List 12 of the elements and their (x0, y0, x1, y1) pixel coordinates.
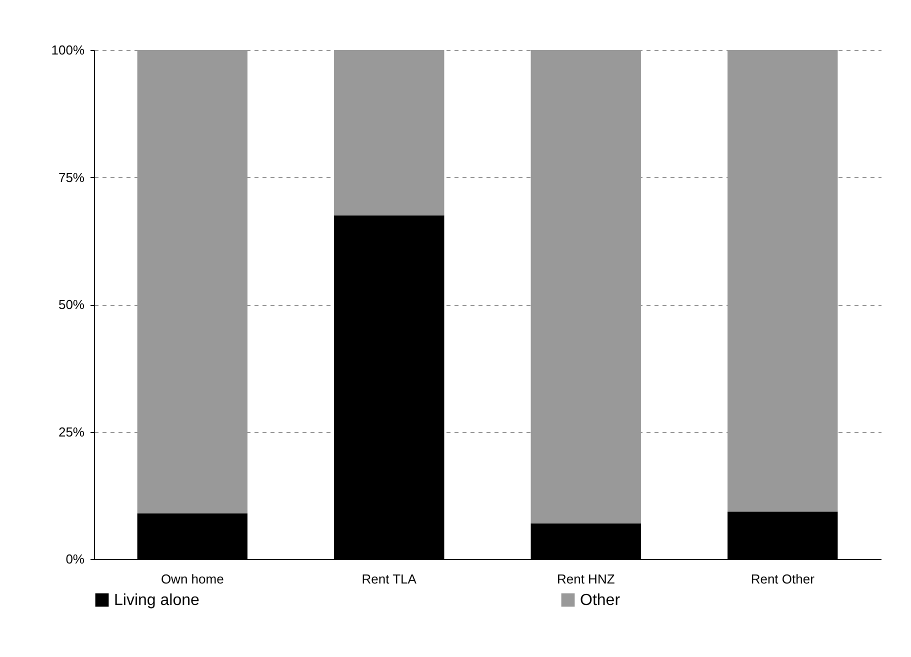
y-tick-label: 75% (58, 170, 85, 185)
y-tick-label: 100% (51, 42, 85, 58)
bar (334, 50, 444, 216)
x-tick-label: Own home (160, 572, 224, 586)
x-tick-label: Rent TLA (362, 572, 417, 586)
legend-label: Living alone (114, 592, 200, 609)
y-tick-label: 0% (66, 552, 85, 566)
legend-label: Other (580, 592, 621, 609)
x-tick-label: Rent Other (750, 572, 816, 586)
y-tick-label: 25% (58, 424, 85, 440)
x-tick-label: Rent HNZ (556, 572, 615, 586)
y-tick-label: 50% (58, 297, 85, 312)
